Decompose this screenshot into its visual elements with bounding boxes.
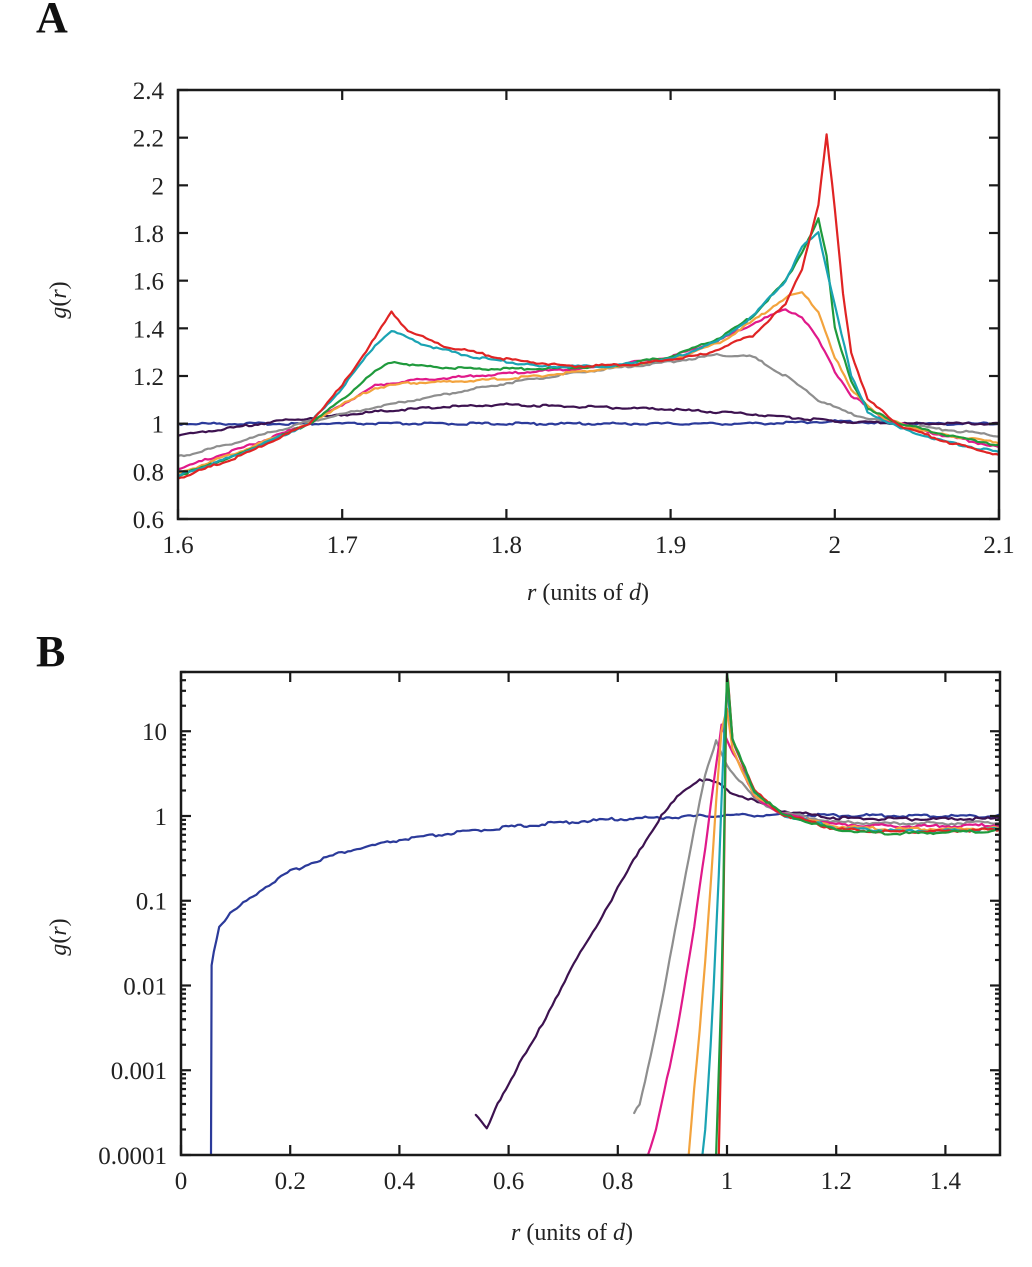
- panel-a-ylabel: g(r): [46, 281, 72, 318]
- panel-a-series-orange: [178, 291, 999, 474]
- y-tick-label: 2.4: [133, 78, 165, 105]
- panel-b-ylabel-var: g: [46, 944, 72, 956]
- panel-b-series-group: [209, 672, 1000, 1155]
- panel-b-series-teal: [701, 684, 1000, 1155]
- panel-a-ylabel-arg: r: [46, 289, 72, 299]
- panel-a: A 1.6 1.7 1.8 1.9 2 2.1 0.6 0.8 1 1.2 1.4 1.6 1.8 2 2.…: [36, 0, 1015, 606]
- y-tick-label: 0.1: [136, 889, 167, 916]
- x-tick-label: 1.4: [930, 1168, 962, 1195]
- svg-text:g(r): g(r): [46, 281, 72, 318]
- panel-b-xlabel-rest: (units of: [520, 1220, 613, 1246]
- panel-b-series-green: [715, 672, 1000, 1155]
- panel-b-series-blue: [209, 812, 1000, 1155]
- y-tick-label: 2.2: [133, 126, 164, 153]
- panel-a-series-green: [178, 217, 999, 478]
- panel-b-series-red: [717, 674, 1000, 1155]
- y-tick-label: 0.0001: [98, 1143, 167, 1170]
- x-tick-label: 2.1: [983, 532, 1014, 559]
- x-tick-label: 1.6: [162, 532, 193, 559]
- panel-b-ticks: 0 0.2 0.4 0.6 0.8 1 1.2 1.4 0.0001 0.001 0.01 0.1 1 1…: [98, 670, 1000, 1195]
- y-tick-label: 1.2: [133, 364, 164, 391]
- y-tick-label: 1: [155, 804, 168, 831]
- y-tick-label: 0.8: [133, 459, 164, 486]
- panel-b-xlabel-unit: d: [613, 1220, 626, 1246]
- y-tick-label: 2: [152, 173, 165, 200]
- panel-b-ylabel-arg: r: [46, 926, 72, 936]
- x-tick-label: 0: [175, 1168, 188, 1195]
- y-tick-label: 0.6: [133, 507, 164, 534]
- svg-text:r (units of d): r (units of d): [511, 1220, 633, 1246]
- panel-b-xlabel-close: ): [625, 1220, 633, 1246]
- panel-a-xlabel-rest: (units of: [536, 580, 629, 606]
- x-tick-label: 0.4: [384, 1168, 416, 1195]
- x-tick-label: 1: [721, 1168, 734, 1195]
- panel-a-xlabel-var: r: [527, 580, 537, 606]
- y-tick-label: 10: [142, 719, 167, 746]
- panel-a-series-red: [178, 133, 999, 480]
- y-tick-label: 0.001: [111, 1058, 167, 1085]
- panel-a-series-group: [178, 133, 999, 480]
- x-tick-label: 0.2: [275, 1168, 306, 1195]
- x-tick-label: 1.8: [491, 532, 522, 559]
- panel-b-xlabel-var: r: [511, 1220, 521, 1246]
- y-tick-label: 1.6: [133, 269, 164, 296]
- panel-a-label: A: [36, 0, 68, 42]
- panel-b-series-magenta: [646, 723, 1000, 1155]
- x-tick-label: 2: [829, 532, 842, 559]
- x-tick-label: 1.7: [327, 532, 358, 559]
- panel-b-series-orange: [687, 707, 1000, 1155]
- panel-b-series-dark-purple: [474, 778, 1000, 1130]
- panel-a-series-magenta: [178, 308, 999, 471]
- panel-b: B 0 0.2 0.4 0.6 0.8 1 1.2 1.4 0.0001 0.001 0.01 0.1…: [36, 627, 1002, 1246]
- panel-a-series-teal: [178, 231, 999, 478]
- x-tick-label: 1.9: [655, 532, 686, 559]
- panel-b-xlabel: r (units of d): [511, 1220, 633, 1246]
- x-tick-label: 0.8: [602, 1168, 633, 1195]
- y-tick-label: 1.8: [133, 221, 164, 248]
- panel-a-xlabel-unit: d: [629, 580, 642, 606]
- panel-a-xlabel: r (units of d): [527, 580, 649, 606]
- panel-b-series-gray: [633, 739, 1000, 1115]
- y-tick-label: 0.01: [123, 973, 167, 1000]
- x-tick-label: 1.2: [821, 1168, 852, 1195]
- svg-text:r (units of d): r (units of d): [527, 580, 649, 606]
- y-tick-label: 1.4: [133, 316, 165, 343]
- panel-a-ticks: 1.6 1.7 1.8 1.9 2 2.1 0.6 0.8 1 1.2 1.4 1.6 1.8 2 2.2 2…: [133, 78, 1015, 559]
- svg-text:g(r): g(r): [46, 918, 72, 955]
- y-tick-label: 1: [152, 412, 165, 439]
- panel-b-label: B: [36, 627, 65, 676]
- panel-a-ylabel-var: g: [46, 307, 72, 319]
- panel-a-plot-frame: [176, 88, 1001, 521]
- panel-b-plot-frame: [179, 670, 1002, 1157]
- panel-b-ylabel: g(r): [46, 918, 72, 955]
- panel-a-xlabel-close: ): [641, 580, 649, 606]
- x-tick-label: 0.6: [493, 1168, 524, 1195]
